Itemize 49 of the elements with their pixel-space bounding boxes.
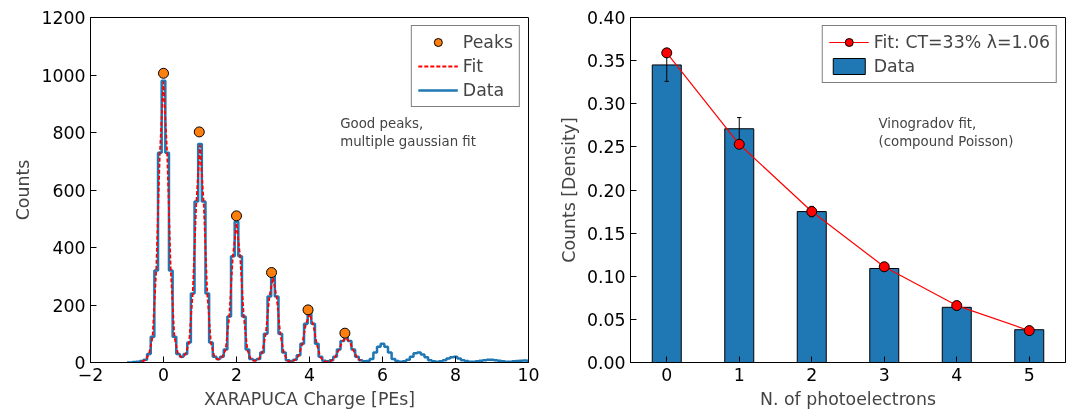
x-axis-title: N. of photoelectrons: [760, 388, 936, 409]
point: [158, 67, 169, 79]
x-tick-label: 6: [376, 364, 389, 385]
y-tick-label: 0.10: [586, 266, 626, 287]
y-axis-title: Counts: [13, 159, 34, 221]
point: [193, 126, 205, 138]
y-tick-label: 200: [52, 295, 86, 316]
point: [1023, 325, 1035, 337]
annotation: Vinogradov fit, (compound Poisson): [878, 115, 1014, 149]
point: [733, 138, 745, 150]
y-axis-title: Counts [Density]: [558, 117, 579, 263]
x-tick-label: 0: [157, 364, 170, 385]
point: [878, 261, 890, 273]
x-tick-label: 3: [878, 364, 890, 385]
x-tick-label: 2: [806, 364, 818, 385]
point: [266, 267, 278, 278]
y-tick-label: 1200: [41, 8, 86, 28]
y-tick-label: 0.25: [586, 137, 626, 158]
legend-label: Fit: [462, 56, 484, 76]
x-tick-label: 8: [449, 364, 462, 385]
x-axis-title: XARAPUCA Charge [PEs]: [203, 388, 416, 409]
y-tick-label: 0.20: [586, 180, 626, 201]
y-tick-label: 0.15: [586, 223, 626, 244]
x-tick-label: 2: [230, 364, 243, 385]
point: [661, 47, 673, 59]
y-tick-label: 0.30: [586, 94, 626, 115]
y-tick-label: 0.40: [586, 8, 626, 28]
y-tick-label: 0.35: [586, 51, 626, 72]
legend-label: Data: [462, 80, 505, 100]
point: [302, 304, 314, 316]
x-tick-label: 1: [733, 364, 745, 385]
y-tick-label: 1000: [41, 65, 86, 86]
x-tick-label: 4: [303, 364, 316, 385]
x-tick-label: 4: [951, 364, 963, 385]
x-tick-label: 0: [661, 364, 673, 385]
y-tick-label: 400: [52, 238, 86, 258]
y-tick-label: 600: [52, 180, 86, 201]
point: [231, 210, 242, 222]
point: [339, 327, 351, 339]
point: [951, 300, 963, 312]
y-tick-label: 800: [52, 123, 86, 143]
x-tick-label: 10: [517, 364, 540, 385]
legend-label: Fit: CT=33% λ=1.06: [873, 32, 1050, 52]
annotation: Good peaks, multiple gaussian fit: [340, 115, 476, 149]
legend-label: Data: [873, 56, 916, 76]
y-tick-label: 0.05: [586, 309, 626, 330]
y-tick-label: 0.00: [586, 353, 626, 373]
legend-label: Peaks: [462, 32, 513, 52]
x-tick-label: 5: [1023, 364, 1035, 385]
